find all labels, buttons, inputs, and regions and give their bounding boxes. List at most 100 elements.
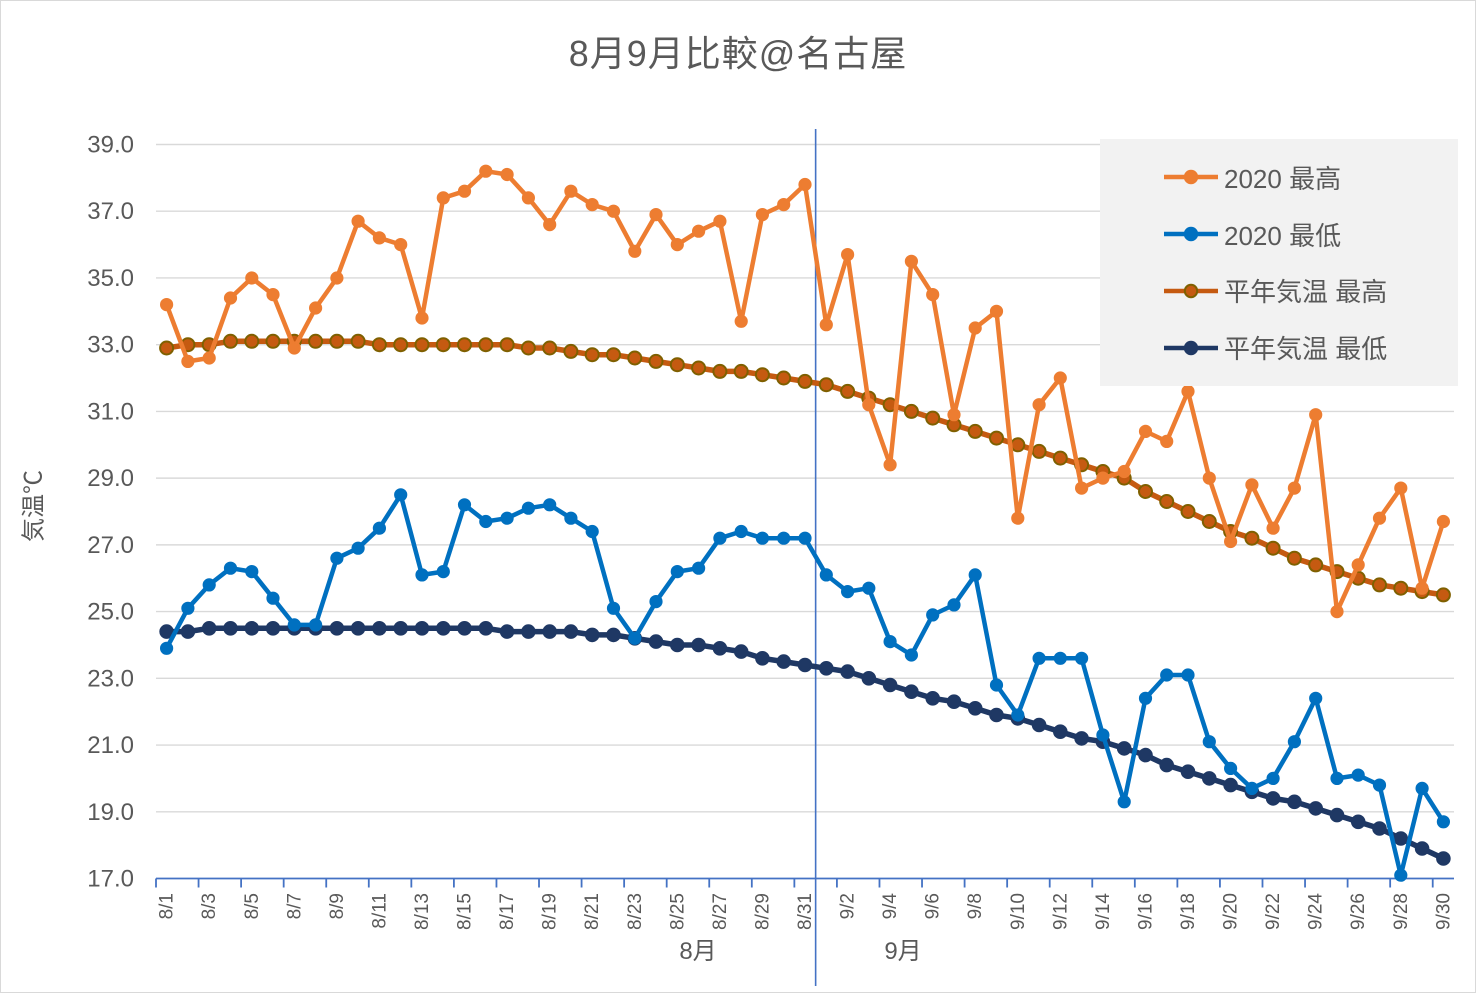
series-marker-low-2020 <box>457 498 472 512</box>
series-marker-low-2020 <box>947 598 961 612</box>
x-tick-label: 9/2 <box>838 893 859 919</box>
series-marker-low-2020 <box>223 561 238 575</box>
series-marker-high-2020 <box>1075 481 1089 495</box>
series-marker-avg-low <box>733 644 749 659</box>
x-tick-label: 8/11 <box>369 893 390 929</box>
series-marker-avg-low <box>1180 764 1196 780</box>
legend-swatch-low-2020 <box>1164 226 1218 242</box>
series-marker-high-2020 <box>415 311 429 325</box>
legend-item-label: 平年気温 最高 <box>1224 277 1388 308</box>
series-marker-avg-low <box>159 624 174 639</box>
x-tick-label: 8/25 <box>667 893 688 930</box>
series-marker-avg-low <box>904 684 919 700</box>
series-marker-avg-high <box>712 363 728 379</box>
legend-item-avg-high: 平年気温 最高 <box>1164 272 1458 309</box>
legend-item-label: 平年気温 最低 <box>1224 334 1388 365</box>
y-tick-label: 25.0 <box>87 599 134 626</box>
series-marker-high-2020 <box>309 301 323 315</box>
series-marker-avg-low <box>180 624 196 639</box>
series-marker-low-2020 <box>904 648 919 662</box>
series-marker-avg-high <box>691 360 707 376</box>
series-marker-low-2020 <box>266 591 280 605</box>
series-marker-high-2020 <box>1096 471 1110 485</box>
series-marker-high-2020 <box>1224 534 1238 549</box>
series-marker-avg-high <box>159 340 175 356</box>
series-marker-avg-high <box>1286 550 1302 566</box>
series-marker-avg-high <box>350 333 366 349</box>
x-tick-label: 9/6 <box>923 893 944 919</box>
series-marker-low-2020 <box>1011 708 1025 722</box>
series-marker-low-2020 <box>755 531 770 545</box>
series-marker-avg-low <box>563 624 579 639</box>
series-marker-low-2020 <box>1415 781 1429 796</box>
series-marker-high-2020 <box>989 304 1004 318</box>
series-marker-avg-low <box>1159 757 1174 773</box>
y-tick-label: 27.0 <box>87 532 134 559</box>
legend-item-avg-low: 平年気温 最低 <box>1164 329 1458 366</box>
series-marker-avg-low <box>201 621 217 636</box>
series-marker-high-2020 <box>734 314 748 328</box>
series-marker-avg-low <box>350 621 366 636</box>
x-tick-label: 9/18 <box>1178 893 1199 930</box>
series-marker-low-2020 <box>862 581 876 595</box>
series-marker-high-2020 <box>1415 581 1429 595</box>
series-marker-avg-low <box>1202 771 1217 786</box>
series-marker-avg-high <box>542 340 558 356</box>
series-marker-avg-high <box>1052 450 1068 466</box>
series-marker-low-2020 <box>394 488 408 502</box>
series-marker-avg-low <box>1350 814 1366 830</box>
series-marker-high-2020 <box>330 271 344 285</box>
legend-marker <box>1183 170 1199 185</box>
series-marker-avg-low <box>989 707 1004 723</box>
series-marker-avg-high <box>1031 443 1047 459</box>
series-marker-avg-low <box>1116 741 1132 756</box>
series-marker-low-2020 <box>309 618 323 632</box>
series-marker-high-2020 <box>628 244 642 258</box>
x-tick-label: 9/16 <box>1135 893 1156 930</box>
series-marker-high-2020 <box>1330 605 1344 619</box>
series-marker-avg-low <box>946 694 962 710</box>
series-marker-high-2020 <box>1245 478 1259 492</box>
series-marker-low-2020 <box>1394 868 1408 882</box>
series-marker-low-2020 <box>968 568 982 582</box>
series-marker-high-2020 <box>819 318 833 332</box>
series-marker-avg-high <box>414 337 430 353</box>
series-marker-low-2020 <box>415 568 429 582</box>
series-marker-low-2020 <box>1287 735 1302 749</box>
series-marker-high-2020 <box>883 458 897 472</box>
series-marker-avg-high <box>606 347 621 363</box>
series-marker-low-2020 <box>734 524 748 539</box>
series-marker-avg-high <box>223 333 238 349</box>
series-marker-avg-high <box>648 353 664 369</box>
x-tick-label: 8/17 <box>497 893 518 930</box>
series-marker-avg-low <box>1308 801 1323 816</box>
series-marker-avg-high <box>265 333 281 349</box>
series-marker-low-2020 <box>479 514 493 529</box>
x-tick-label: 9/10 <box>1008 893 1029 930</box>
x-tick-label: 9/8 <box>965 893 986 919</box>
series-marker-avg-high <box>967 423 983 439</box>
series-marker-avg-high <box>371 337 387 353</box>
series-marker-avg-high <box>499 337 515 353</box>
series-marker-low-2020 <box>330 551 344 565</box>
series-marker-high-2020 <box>1309 408 1323 422</box>
legend-marker <box>1183 340 1199 355</box>
series-marker-low-2020 <box>841 585 855 599</box>
series-marker-avg-high <box>1159 494 1175 509</box>
series-marker-avg-high <box>393 337 409 353</box>
y-tick-label: 37.0 <box>87 198 134 225</box>
series-marker-avg-high <box>733 363 749 379</box>
series-marker-high-2020 <box>1181 384 1195 398</box>
series-marker-low-2020 <box>1351 768 1365 782</box>
legend-marker <box>1183 283 1199 299</box>
series-marker-high-2020 <box>692 224 706 238</box>
x-tick-label: 9/28 <box>1391 893 1412 930</box>
series-marker-low-2020 <box>1075 651 1089 665</box>
x-tick-label: 8/13 <box>412 893 433 930</box>
series-marker-low-2020 <box>1309 691 1323 705</box>
series-marker-avg-high <box>1201 514 1217 529</box>
series-marker-low-2020 <box>1266 771 1280 786</box>
series-marker-high-2020 <box>564 184 578 198</box>
x-tick-label: 9/24 <box>1306 893 1327 930</box>
series-marker-high-2020 <box>160 298 174 312</box>
